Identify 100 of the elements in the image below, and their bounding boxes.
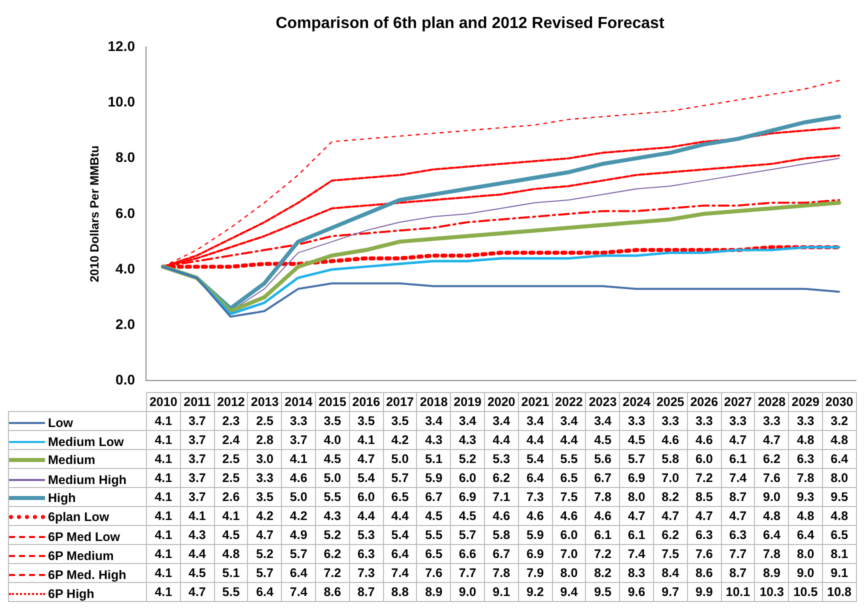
x-tick-label: 2021 — [518, 392, 552, 412]
data-label: 3.5 — [349, 412, 384, 430]
data-label: 8.9 — [754, 564, 789, 582]
data-label: 3.0 — [248, 450, 282, 468]
data-label: 4.5 — [315, 450, 350, 468]
data-label: 4.2 — [248, 506, 282, 526]
data-label: 4.8 — [788, 430, 822, 450]
data-label: 4.7 — [248, 526, 282, 544]
data-label: 5.2 — [450, 450, 484, 468]
data-label: 5.1 — [214, 564, 248, 582]
data-label: 4.5 — [214, 526, 248, 544]
data-label: 5.5 — [315, 488, 350, 506]
data-label: 6.7 — [484, 544, 518, 564]
data-label: 6.9 — [450, 488, 484, 506]
data-label: 9.1 — [484, 582, 518, 602]
data-label: 4.8 — [214, 544, 248, 564]
data-label: 4.8 — [822, 430, 856, 450]
x-tick-label: 2025 — [653, 392, 688, 412]
y-axis-title: 2010 Dollars Per MMBtu — [88, 146, 102, 282]
data-label: 7.5 — [552, 488, 586, 506]
data-label: 8.0 — [822, 468, 856, 488]
y-tick-label: 2.0 — [116, 316, 136, 332]
data-label: 9.0 — [450, 582, 484, 602]
data-label: 7.9 — [518, 564, 552, 582]
legend-label: High — [48, 491, 76, 505]
data-label: 4.8 — [822, 506, 856, 526]
data-label: 7.4 — [620, 544, 654, 564]
data-label: 4.6 — [653, 430, 688, 450]
data-label: 9.7 — [653, 582, 688, 602]
data-label: 4.7 — [754, 430, 789, 450]
data-label: 3.5 — [315, 412, 350, 430]
y-tick-label: 8.0 — [116, 149, 136, 166]
data-label: 4.2 — [282, 506, 316, 526]
data-label: 4.5 — [620, 430, 654, 450]
data-label: 5.7 — [450, 526, 484, 544]
data-label: 2.8 — [248, 430, 282, 450]
data-label: 6.2 — [754, 450, 789, 468]
data-label: 4.7 — [653, 506, 688, 526]
data-label: 6.6 — [450, 544, 484, 564]
data-label: 4.3 — [315, 506, 350, 526]
data-label: 4.6 — [518, 506, 552, 526]
data-label: 5.9 — [518, 526, 552, 544]
x-tick-label: 2026 — [687, 392, 722, 412]
data-label: 4.7 — [620, 506, 654, 526]
x-tick-label: 2011 — [180, 392, 214, 412]
data-label: 6.9 — [620, 468, 654, 488]
data-label: 6.3 — [349, 544, 384, 564]
data-label: 6.4 — [518, 468, 552, 488]
data-label: 8.9 — [416, 582, 451, 602]
data-label: 3.5 — [248, 488, 282, 506]
data-label: 8.2 — [586, 564, 620, 582]
data-label: 7.8 — [754, 544, 789, 564]
data-label: 4.1 — [180, 506, 214, 526]
data-label: 6.5 — [822, 526, 856, 544]
data-label: 8.1 — [822, 544, 856, 564]
data-label: 6.4 — [754, 526, 789, 544]
data-label: 7.0 — [552, 544, 586, 564]
data-label: 5.5 — [416, 526, 451, 544]
data-label: 5.4 — [349, 468, 384, 488]
data-label: 6.3 — [788, 450, 822, 468]
data-label: 4.5 — [450, 506, 484, 526]
data-label: 2.5 — [214, 468, 248, 488]
data-label: 6.7 — [586, 468, 620, 488]
legend-label: Medium — [48, 453, 96, 467]
data-label: 3.3 — [754, 412, 789, 430]
data-label: 5.3 — [484, 450, 518, 468]
data-label: 8.7 — [349, 582, 384, 602]
data-label: 4.6 — [552, 506, 586, 526]
data-label: 6.0 — [349, 488, 384, 506]
data-label: 6.2 — [653, 526, 688, 544]
y-tick-label: 12.0 — [108, 38, 136, 54]
data-label: 4.1 — [146, 564, 180, 582]
data-label: 10.1 — [721, 582, 755, 602]
data-label: 3.4 — [552, 412, 586, 430]
data-label: 7.1 — [484, 488, 518, 506]
data-label: 7.7 — [721, 544, 755, 564]
x-tick-label: 2027 — [721, 392, 755, 412]
data-label: 4.1 — [146, 488, 180, 506]
data-label: 6.2 — [484, 468, 518, 488]
data-label: 4.8 — [788, 506, 822, 526]
data-label: 4.3 — [180, 526, 214, 544]
legend-label: Medium High — [48, 472, 126, 486]
data-label: 3.3 — [721, 412, 755, 430]
data-label: 4.3 — [416, 430, 451, 450]
data-label: 7.8 — [484, 564, 518, 582]
data-label: 4.1 — [146, 506, 180, 526]
data-label: 6.7 — [416, 488, 451, 506]
data-label: 7.2 — [687, 468, 722, 488]
data-label: 5.5 — [214, 582, 248, 602]
data-label: 3.5 — [383, 412, 417, 430]
data-label: 5.6 — [586, 450, 620, 468]
y-tick-label: 6.0 — [116, 204, 136, 221]
data-label: 4.1 — [146, 450, 180, 468]
data-label: 8.4 — [653, 564, 688, 582]
data-label: 4.7 — [687, 506, 722, 526]
data-label: 4.7 — [349, 450, 384, 468]
data-label: 6.9 — [518, 544, 552, 564]
x-tick-label: 2024 — [620, 392, 654, 412]
data-label: 3.3 — [687, 412, 722, 430]
data-label: 8.2 — [653, 488, 688, 506]
